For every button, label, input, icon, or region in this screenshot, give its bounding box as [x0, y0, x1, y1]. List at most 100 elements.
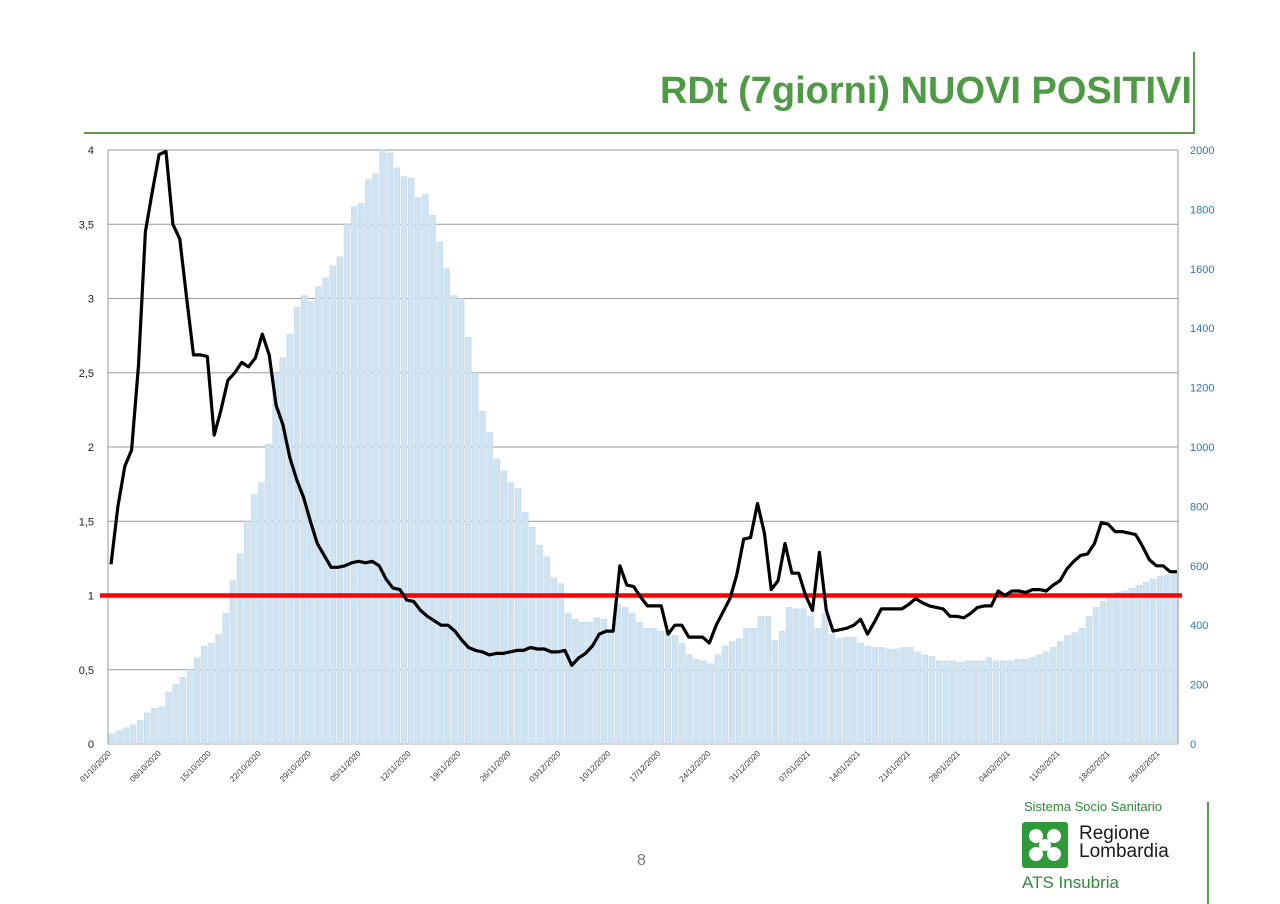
- bar: [821, 613, 829, 745]
- bar: [122, 727, 130, 745]
- bar: [350, 206, 358, 745]
- bar: [593, 617, 600, 745]
- bar: [743, 627, 750, 745]
- bar: [885, 648, 893, 745]
- bar: [293, 307, 301, 745]
- bar: [800, 608, 807, 745]
- x-axis-tick-label: 28/01/2021: [927, 749, 962, 784]
- left-axis-tick-label: 1,5: [79, 516, 94, 528]
- x-axis-tick-label: 29/10/2020: [278, 749, 313, 784]
- bar: [978, 660, 985, 745]
- bar: [1164, 574, 1171, 745]
- bar: [1092, 607, 1100, 745]
- bar: [907, 647, 914, 745]
- bar: [564, 613, 572, 745]
- bar: [529, 526, 536, 745]
- right-axis-tick-label: 1200: [1190, 383, 1214, 395]
- bar: [778, 630, 786, 745]
- bar: [757, 616, 764, 745]
- bar: [1099, 601, 1107, 745]
- bar: [828, 633, 836, 745]
- bar: [215, 633, 222, 745]
- logo-name-line1: Regione: [1079, 823, 1150, 844]
- bar: [914, 651, 921, 745]
- right-axis-tick-label: 400: [1190, 620, 1208, 632]
- bar: [1121, 590, 1128, 745]
- rdt-line-series: [109, 149, 1177, 667]
- bar: [450, 295, 458, 745]
- bar: [900, 647, 907, 745]
- bar: [985, 657, 993, 745]
- x-axis-tick-label: 10/12/2020: [578, 749, 613, 784]
- bar: [336, 256, 344, 745]
- bar: [258, 482, 265, 745]
- bar: [1042, 651, 1050, 745]
- bar: [165, 691, 172, 745]
- bar: [943, 660, 950, 745]
- left-axis-tick-label: 2: [88, 442, 94, 454]
- bar: [721, 645, 729, 745]
- page-number: 8: [637, 852, 646, 869]
- bar: [736, 638, 743, 745]
- bar: [507, 482, 515, 745]
- bar: [786, 607, 793, 745]
- bar: [372, 173, 379, 745]
- bar: [1057, 641, 1064, 745]
- bar: [251, 494, 258, 745]
- bar: [479, 411, 486, 745]
- bar: [679, 642, 686, 745]
- bar: [129, 724, 137, 745]
- bar: [650, 627, 657, 745]
- bar: [671, 635, 679, 745]
- bar: [1049, 647, 1057, 745]
- bar: [1000, 660, 1007, 745]
- right-axis-tick-label: 800: [1190, 501, 1208, 513]
- left-axis-tick-label: 0,5: [79, 665, 94, 677]
- bar: [108, 733, 115, 745]
- bar: [443, 268, 451, 745]
- x-axis-tick-label: 24/12/2020: [678, 749, 713, 784]
- slide-title: RDt (7giorni) NUOVI POSITIVI: [659, 70, 1192, 112]
- bar: [172, 684, 179, 745]
- bar: [950, 660, 957, 745]
- x-axis-tick-label: 22/10/2020: [228, 749, 263, 784]
- bar: [1071, 632, 1078, 745]
- left-axis-tick-label: 3: [88, 294, 94, 306]
- bar: [1007, 660, 1014, 745]
- x-axis-tick-label: 15/10/2020: [178, 749, 213, 784]
- right-axis-tick-label: 1400: [1190, 323, 1214, 335]
- x-axis-tick-label: 17/12/2020: [628, 749, 663, 784]
- bar: [700, 660, 707, 745]
- bar: [878, 647, 886, 745]
- footer-divider-vertical: [1207, 802, 1209, 904]
- logo-caption: Sistema Socio Sanitario: [1024, 799, 1163, 814]
- bar: [636, 622, 643, 745]
- bar: [379, 149, 386, 745]
- bar: [115, 730, 122, 745]
- bar: [957, 662, 964, 745]
- bar: [393, 167, 401, 745]
- left-axis-tick-label: 4: [88, 145, 94, 157]
- bar: [693, 659, 700, 745]
- bar: [814, 627, 821, 745]
- left-axis-tick-label: 3,5: [79, 219, 94, 231]
- bar: [850, 636, 857, 745]
- bar: [1028, 657, 1035, 745]
- bar: [186, 669, 194, 745]
- bar: [457, 298, 465, 745]
- bar: [971, 660, 978, 745]
- bar: [686, 654, 693, 745]
- right-axis-tick-label: 1600: [1190, 264, 1214, 276]
- right-axis-tick-label: 1800: [1190, 204, 1214, 216]
- x-axis-tick-label: 18/02/2021: [1077, 749, 1112, 784]
- bar: [1128, 587, 1135, 745]
- regione-lombardia-logo-icon: [1022, 822, 1068, 868]
- bar: [151, 708, 158, 745]
- bar: [343, 224, 351, 745]
- title-divider-horizontal: [84, 132, 1195, 134]
- bar: [236, 553, 244, 745]
- bar: [536, 544, 543, 745]
- bar: [301, 295, 308, 745]
- bar: [465, 336, 472, 745]
